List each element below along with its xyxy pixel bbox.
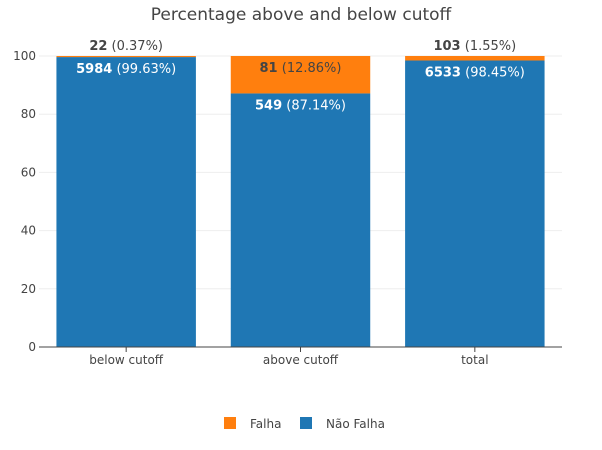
bar-n-o-falha bbox=[230, 93, 371, 347]
y-tick-label: 100 bbox=[13, 49, 36, 63]
data-label: 103 (1.55%) bbox=[433, 39, 516, 54]
y-tick-label: 0 bbox=[28, 340, 36, 354]
legend: Falha Não Falha bbox=[224, 417, 385, 431]
data-label: 81 (12.86%) bbox=[260, 61, 342, 76]
data-label: 549 (87.14%) bbox=[255, 98, 346, 113]
y-tick-label: 20 bbox=[21, 282, 36, 296]
y-tick-label: 60 bbox=[21, 165, 36, 179]
y-axis: 0 20 40 60 80 100 bbox=[13, 49, 36, 354]
bar-falha bbox=[56, 56, 196, 58]
legend-swatch bbox=[300, 417, 312, 429]
legend-swatch bbox=[224, 417, 236, 429]
x-tick-label: below cutoff bbox=[89, 353, 164, 367]
y-tick-label: 80 bbox=[21, 107, 36, 121]
x-axis: below cutoff above cutoff total bbox=[89, 347, 489, 367]
data-label: 22 (0.37%) bbox=[89, 39, 163, 54]
chart-title: Percentage above and below cutoff bbox=[151, 5, 453, 25]
legend-label: Não Falha bbox=[326, 417, 385, 431]
x-tick-label: total bbox=[461, 353, 488, 367]
data-label: 6533 (98.45%) bbox=[425, 66, 525, 81]
data-label: 5984 (99.63%) bbox=[76, 62, 176, 77]
bar-n-o-falha bbox=[405, 60, 545, 347]
y-tick-label: 40 bbox=[21, 224, 36, 238]
x-tick-label: above cutoff bbox=[263, 353, 339, 367]
bar-falha bbox=[405, 56, 545, 61]
legend-label: Falha bbox=[250, 417, 281, 431]
bar-falha bbox=[230, 56, 371, 94]
bars: 5984 (99.63%) 22 (0.37%) 549 (87.14%) 81 (1… bbox=[56, 39, 545, 348]
bar-n-o-falha bbox=[56, 57, 196, 348]
